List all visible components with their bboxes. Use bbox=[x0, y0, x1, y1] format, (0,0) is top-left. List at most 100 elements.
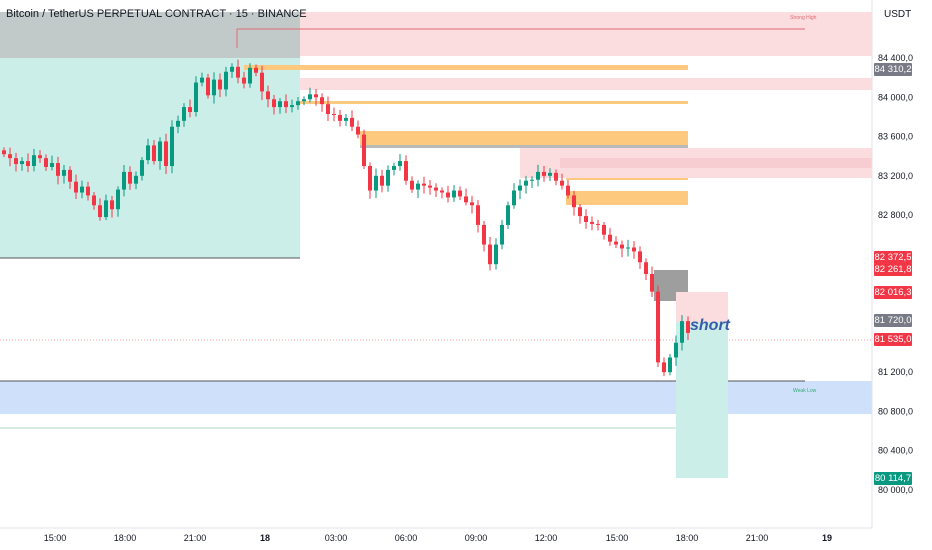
candle-body bbox=[356, 126, 360, 135]
weak-low-label: Weak Low bbox=[793, 388, 817, 394]
price-tick-0: 84 400,0 bbox=[878, 53, 913, 63]
candle-body bbox=[644, 262, 648, 274]
time-tick-8: 15:00 bbox=[606, 533, 629, 543]
candle-body bbox=[98, 205, 102, 218]
supply-zone-strong-high[interactable] bbox=[300, 12, 872, 56]
candle-body bbox=[170, 126, 174, 166]
candle-body bbox=[374, 175, 378, 191]
demand-zone-weak-low[interactable] bbox=[0, 381, 872, 414]
time-tick-7: 12:00 bbox=[535, 533, 558, 543]
order-block-5[interactable] bbox=[566, 191, 688, 205]
candle-body bbox=[668, 357, 672, 373]
time-tick-5: 06:00 bbox=[395, 533, 418, 543]
price-label-81720: 81 720,0 bbox=[874, 314, 912, 327]
candle-body bbox=[326, 104, 330, 114]
candle-body bbox=[590, 221, 594, 224]
candle-body bbox=[530, 179, 534, 181]
candle-body bbox=[86, 186, 90, 196]
candle-body bbox=[176, 120, 180, 127]
candle-body bbox=[308, 94, 312, 100]
candle-body bbox=[422, 183, 426, 186]
order-block-4[interactable] bbox=[566, 178, 688, 180]
price-tick-7: 80 400,0 bbox=[878, 446, 913, 456]
candle-body bbox=[50, 163, 54, 167]
price-tick-6: 80 800,0 bbox=[878, 406, 913, 416]
candle-body bbox=[632, 247, 636, 252]
candle-body bbox=[254, 67, 258, 73]
candle-body bbox=[350, 117, 354, 127]
candle-body bbox=[122, 171, 126, 190]
candle-body bbox=[572, 195, 576, 208]
candle-body bbox=[272, 99, 276, 108]
time-tick-2: 21:00 bbox=[184, 533, 207, 543]
time-tick-11: 19 bbox=[822, 533, 832, 543]
candle-body bbox=[608, 234, 612, 242]
candle-body bbox=[638, 251, 642, 263]
candle-body bbox=[8, 154, 12, 159]
candle-body bbox=[380, 175, 384, 186]
candle-body bbox=[578, 207, 582, 217]
candle-body bbox=[362, 134, 366, 166]
candle-body bbox=[656, 291, 660, 363]
candle-body bbox=[344, 117, 348, 121]
candle-body bbox=[554, 172, 558, 181]
candle-body bbox=[134, 175, 138, 184]
price-label-84310: 84 310,2 bbox=[874, 63, 912, 76]
candles-group bbox=[2, 59, 690, 377]
supply-zone-2[interactable] bbox=[300, 78, 872, 90]
time-tick-6: 09:00 bbox=[465, 533, 488, 543]
price-tick-5: 81 200,0 bbox=[878, 367, 913, 377]
candle-body bbox=[26, 161, 30, 166]
candle-body bbox=[614, 241, 618, 245]
candle-body bbox=[548, 172, 552, 176]
candle-body bbox=[74, 181, 78, 193]
order-block-1[interactable] bbox=[244, 65, 688, 70]
price-label-81535: 81 535,0 bbox=[874, 333, 912, 346]
candle-body bbox=[278, 101, 282, 108]
candle-body bbox=[212, 79, 216, 96]
candle-body bbox=[518, 185, 522, 191]
candle-body bbox=[110, 200, 114, 210]
candle-body bbox=[494, 244, 498, 265]
candle-body bbox=[116, 189, 120, 210]
candle-body bbox=[602, 224, 606, 235]
candle-body bbox=[680, 321, 684, 343]
time-axis[interactable]: 15:00 18:00 21:00 18 03:00 06:00 09:00 12:00 15:… bbox=[44, 533, 832, 543]
order-block-2[interactable] bbox=[300, 101, 688, 104]
candle-body bbox=[662, 362, 666, 373]
candle-body bbox=[542, 171, 546, 176]
candle-body bbox=[428, 185, 432, 188]
currency-label[interactable]: USDT bbox=[884, 9, 912, 20]
price-axis[interactable]: 84 400,0 84 000,0 83 600,0 83 200,0 82 800,0… bbox=[878, 53, 913, 495]
candle-body bbox=[398, 161, 402, 166]
candle-body bbox=[302, 99, 306, 102]
candle-body bbox=[92, 195, 96, 206]
candle-body bbox=[158, 141, 162, 162]
candle-body bbox=[452, 190, 456, 198]
time-tick-9: 18:00 bbox=[676, 533, 699, 543]
candle-body bbox=[476, 205, 480, 225]
candle-body bbox=[470, 202, 474, 206]
candle-body bbox=[386, 169, 390, 186]
candle-body bbox=[140, 160, 144, 176]
candle-body bbox=[434, 187, 438, 191]
time-tick-1: 18:00 bbox=[114, 533, 137, 543]
price-tick-3: 83 200,0 bbox=[878, 171, 913, 181]
candle-body bbox=[194, 82, 198, 112]
candle-body bbox=[188, 107, 192, 112]
price-tick-1: 84 000,0 bbox=[878, 92, 913, 102]
candle-body bbox=[128, 171, 132, 184]
price-label-82016: 82 016,3 bbox=[874, 286, 912, 299]
candle-body bbox=[440, 190, 444, 193]
short-stop-zone[interactable] bbox=[676, 292, 728, 322]
candle-body bbox=[146, 145, 150, 161]
candle-body bbox=[686, 321, 690, 333]
order-block-3[interactable] bbox=[360, 131, 688, 145]
candle-body bbox=[2, 150, 6, 155]
range-box-top-grey bbox=[0, 12, 300, 58]
price-tick-4: 82 800,0 bbox=[878, 210, 913, 220]
candle-body bbox=[104, 200, 108, 218]
short-target-zone[interactable] bbox=[676, 322, 728, 478]
candle-body bbox=[206, 77, 210, 96]
